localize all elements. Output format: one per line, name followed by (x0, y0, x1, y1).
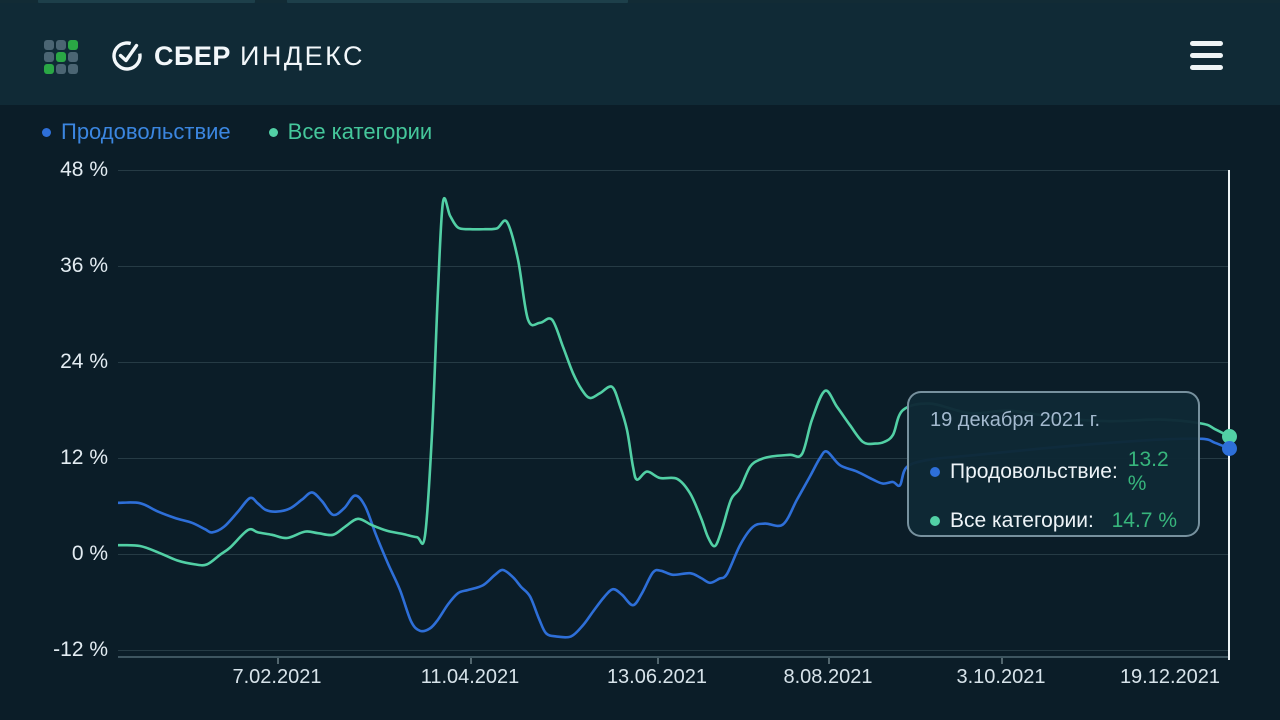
menu-bar (1190, 41, 1223, 46)
gridline (118, 554, 1230, 555)
hover-point-all-categories (1222, 428, 1237, 444)
y-axis-tick-label: 24 % (60, 350, 108, 373)
tooltip-row-food: Продовольствие: 13.2 % (930, 448, 1177, 496)
top-edge-segment (287, 0, 628, 3)
x-axis-tick (1001, 658, 1003, 664)
legend-label: Продовольствие (61, 119, 231, 144)
x-axis-tick-label: 19.12.2021 (1119, 666, 1221, 688)
x-axis-tick (470, 658, 472, 664)
app-header: СБЕР ИНДЕКС (0, 3, 1280, 105)
crosshair-line (1228, 170, 1230, 660)
y-axis-tick-label: 12 % (60, 446, 108, 469)
grid-dot-green (68, 40, 78, 50)
grid-dot-green (56, 52, 66, 62)
x-axis-tick-label: 8.08.2021 (783, 666, 873, 688)
gridline (118, 458, 1230, 459)
top-edge-strip (0, 0, 1280, 3)
x-axis-tick-label: 11.04.2021 (420, 666, 520, 688)
grid-dot (68, 64, 78, 74)
series-line-all-categories (117, 196, 1230, 567)
y-axis-tick-label: 48 % (60, 158, 108, 181)
y-axis-tick-label: -12 % (53, 638, 108, 661)
gridline (118, 650, 1230, 651)
top-edge-segment (38, 0, 255, 3)
legend-item-food[interactable]: Продовольствие (42, 119, 231, 145)
apps-grid-icon[interactable] (44, 40, 78, 74)
y-axis-tick-label: 36 % (60, 254, 108, 277)
brand-secondary: ИНДЕКС (239, 41, 366, 71)
tooltip-label: Продовольствие: (950, 460, 1118, 483)
x-axis-tick-label: 7.02.2021 (232, 666, 322, 688)
grid-dot-green (44, 64, 54, 74)
hover-point-food (1222, 440, 1237, 456)
legend-label: Все категории (287, 119, 433, 144)
x-axis-tick (657, 658, 659, 664)
legend-item-all-categories[interactable]: Все категории (268, 119, 433, 145)
brand-text: СБЕР ИНДЕКС (154, 39, 365, 73)
legend-dot-teal (268, 127, 278, 137)
x-axis-tick-label: 13.06.2021 (606, 666, 708, 688)
chart-legend: Продовольствие Все категории (42, 118, 432, 146)
grid-dot (44, 40, 54, 50)
tooltip-value: 13.2 % (1127, 448, 1169, 495)
tooltip-dot-teal (930, 516, 940, 526)
tooltip-label: Все категории: (950, 509, 1094, 532)
grid-dot (56, 64, 66, 74)
menu-bar (1190, 53, 1223, 58)
x-axis-tick (828, 658, 830, 664)
menu-bar (1190, 65, 1223, 70)
x-axis-line (118, 656, 1230, 658)
menu-icon[interactable] (1190, 40, 1223, 71)
series-line-food (117, 437, 1230, 639)
tooltip-row-all-categories: Все категории: 14.7 % (930, 509, 1177, 533)
tooltip-value: 14.7 % (1111, 509, 1177, 532)
chart-tooltip: 19 декабря 2021 г. Продовольствие: 13.2 … (907, 391, 1200, 537)
chart-plot-area[interactable]: 19 декабря 2021 г. Продовольствие: 13.2 … (117, 170, 1237, 664)
grid-dot (44, 52, 54, 62)
tooltip-date: 19 декабря 2021 г. (930, 409, 1101, 431)
sber-index-logo[interactable]: СБЕР ИНДЕКС (110, 39, 365, 73)
legend-dot-blue (42, 127, 51, 137)
line-chart-canvas (117, 196, 1230, 639)
x-axis-tick (277, 658, 279, 664)
gridline (118, 362, 1230, 363)
grid-dot (56, 40, 66, 50)
grid-dot (68, 52, 78, 62)
sber-check-circle-icon (112, 41, 142, 71)
gridline (118, 170, 1230, 171)
tooltip-dot-blue (930, 467, 940, 477)
brand-primary: СБЕР (154, 41, 231, 71)
gridline (118, 266, 1230, 267)
x-axis-tick-label: 3.10.2021 (956, 666, 1046, 688)
y-axis-tick-label: 0 % (71, 542, 108, 565)
